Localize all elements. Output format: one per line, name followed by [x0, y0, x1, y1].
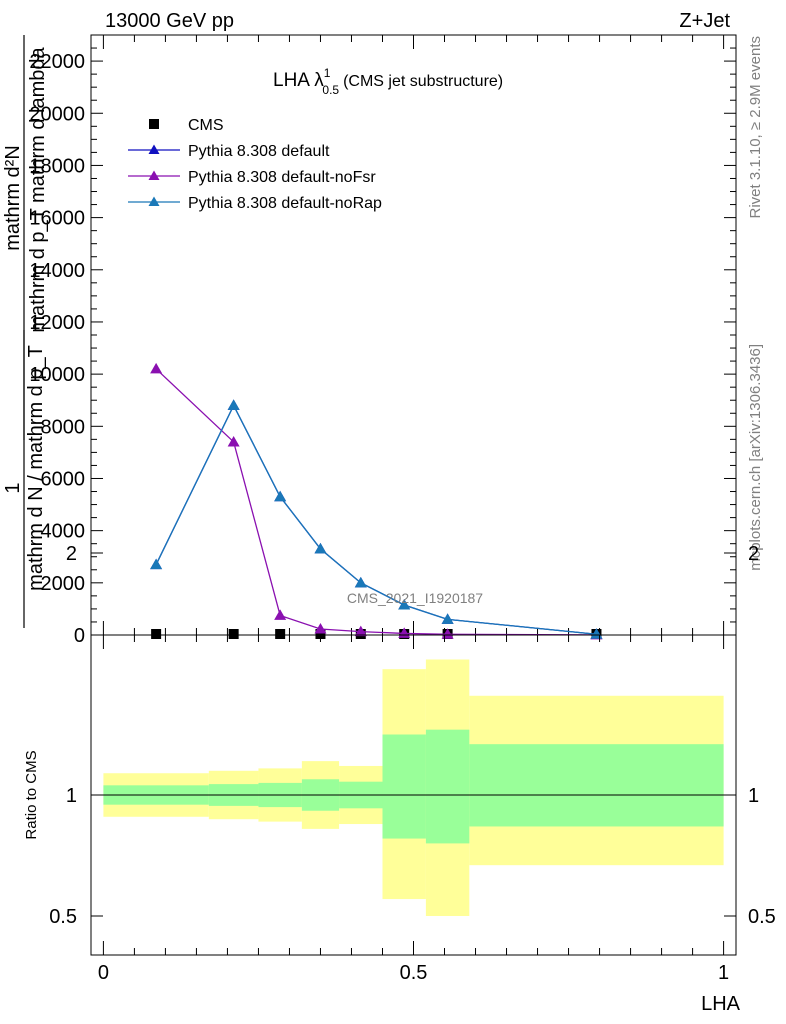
main-y-tick-label: 6000 — [41, 468, 86, 490]
ylabel-line-1: mathrm d²N — [2, 145, 24, 251]
header-right-label: Z+Jet — [679, 10, 730, 32]
point-pythia-8-308-default-norap — [150, 558, 163, 570]
point-pythia-8-308-default-norap — [441, 613, 454, 624]
legend-marker-default — [148, 144, 160, 154]
main-y-tick-label: 20000 — [29, 103, 85, 125]
main-y-tick-label: 16000 — [29, 208, 85, 230]
main-y-tick-label: 12000 — [29, 312, 85, 334]
ratio-y-tick-label: 1 — [66, 785, 77, 807]
ratio-band-inner — [469, 744, 724, 827]
legend-marker-cms — [149, 119, 159, 129]
x-tick-label: 0 — [98, 962, 109, 984]
ratio-frame — [90, 634, 737, 956]
main-y-tick-label: 10000 — [29, 364, 85, 386]
rivet-label: Rivet 3.1.10, ≥ 2.9M events — [747, 36, 764, 219]
main-y-tick-label: 4000 — [41, 521, 86, 543]
main-panel: 0 2000 4000 6000 8000 10000 12000 14000 16000 180… — [29, 34, 737, 647]
chart-title-main: LHA λ — [273, 70, 324, 91]
analysis-watermark: CMS_2021_I1920187 — [347, 590, 483, 606]
ylabel-line-3: 1 — [2, 482, 24, 493]
main-series-layer — [150, 362, 603, 640]
series-line-pythia-8-308-default-norap — [155, 403, 597, 635]
main-y-tick-label: 18000 — [29, 155, 85, 177]
point-cms — [228, 629, 239, 639]
point-pythia-8-308-default-nofsr — [227, 435, 240, 447]
main-y-axis: 0 2000 4000 6000 8000 10000 12000 14000 16000 180… — [29, 34, 736, 647]
point-pythia-8-308-default-norap — [314, 542, 327, 554]
point-pythia-8-308-default-nofsr — [150, 362, 163, 374]
ylabel-line-2: mathrm d p_T mathrm d lambda — [27, 46, 49, 332]
point-pythia-8-308-default-norap — [354, 576, 367, 588]
main-y-tick-label: 8000 — [41, 416, 86, 438]
chart-title-sub: 0.5 — [322, 83, 339, 97]
chart-title-suffix: (CMS jet substructure) — [343, 73, 503, 90]
series-line-pythia-8-308-default-nofsr — [155, 368, 597, 636]
point-pythia-8-308-default-nofsr — [274, 609, 287, 620]
point-pythia-8-308-default-nofsr — [314, 623, 327, 634]
point-cms — [275, 629, 286, 639]
ratio-bands-layer — [103, 659, 724, 916]
x-axis-label: LHA — [701, 993, 741, 1015]
ratio-y-axis-label: Ratio to CMS — [23, 750, 40, 839]
legend-marker-nofsr — [148, 170, 160, 180]
ratio-band-inner — [425, 729, 470, 844]
point-cms — [315, 629, 326, 639]
x-tick-label: 1 — [718, 962, 729, 984]
ratio-y-tick-label: 2 — [66, 543, 77, 565]
main-y-tick-label: 14000 — [29, 260, 85, 282]
mcplots-label: mcplots.cern.ch [arXiv:1306.3436] — [747, 344, 764, 571]
x-tick-label: 0.5 — [400, 962, 428, 984]
legend-label-norap: Pythia 8.308 default-noRap — [188, 195, 382, 212]
point-pythia-8-308-default-norap — [398, 599, 411, 610]
point-cms — [151, 629, 162, 639]
point-pythia-8-308-default-norap — [227, 399, 240, 410]
ratio-y-tick-label-right: 0.5 — [748, 906, 776, 928]
chart-title-sup: 1 — [324, 66, 331, 80]
ratio-panel: 0.5 0.5 1 1 2 2 0 0.5 1 — [49, 543, 776, 984]
ratio-y-tick-label: 0.5 — [49, 906, 77, 928]
ratio-y-tick-label-right: 2 — [748, 543, 759, 565]
legend-label-default: Pythia 8.308 default — [188, 143, 330, 160]
legend-label-nofsr: Pythia 8.308 default-noFsr — [188, 169, 376, 186]
main-y-tick-label: 2000 — [41, 573, 86, 595]
legend-marker-norap — [148, 196, 160, 206]
chart-title: LHA λ1 0.5 (CMS jet substructure) — [273, 66, 503, 97]
ylabel-line-4: mathrm d N / mathrm d p_T — [25, 345, 47, 591]
header-left-label: 13000 GeV pp — [105, 10, 234, 32]
ratio-band-inner — [382, 734, 426, 839]
main-y-tick-label: 0 — [74, 625, 85, 647]
main-y-axis-label: mathrm d²N mathrm d p_T mathrm d lambda … — [2, 35, 49, 628]
point-pythia-8-308-default-nofsr — [354, 625, 367, 637]
legend-label-cms: CMS — [188, 117, 224, 134]
legend: CMS Pythia 8.308 default Pythia 8.308 de… — [128, 117, 382, 212]
main-y-tick-label: 22000 — [29, 51, 85, 73]
ratio-y-tick-label-right: 1 — [748, 785, 759, 807]
ratio-axes: 0.5 0.5 1 1 2 2 0 0.5 1 — [49, 543, 776, 984]
point-pythia-8-308-default-norap — [274, 490, 287, 502]
